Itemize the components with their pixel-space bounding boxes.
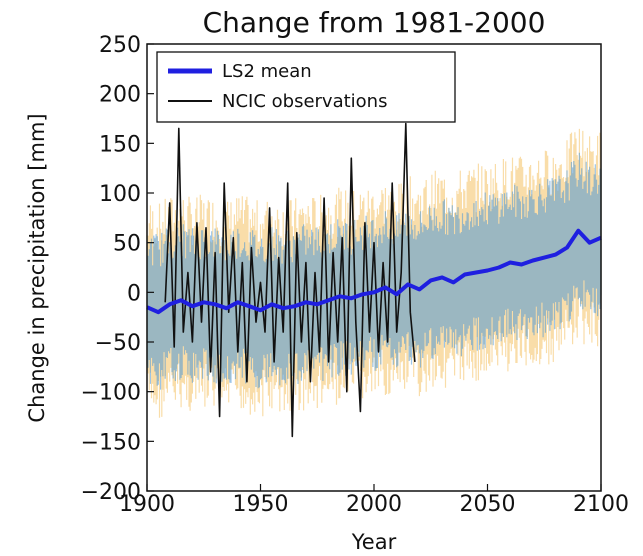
- legend-label-ncic-observations: NCIC observations: [222, 91, 387, 112]
- series-lines: [146, 122, 602, 438]
- legend-box: [156, 51, 456, 123]
- y-tick-label: 150: [99, 132, 141, 157]
- y-tick-label: −150: [81, 430, 141, 455]
- x-tick-label: 2050: [460, 492, 516, 517]
- y-tick-label: 50: [113, 232, 141, 257]
- y-tick-label: −200: [81, 480, 141, 505]
- legend: LS2 mean NCIC observations: [156, 51, 456, 123]
- y-tick-label: −50: [95, 331, 141, 356]
- series-line-ls2-mean: [146, 228, 602, 315]
- x-tick-label: 1900: [119, 492, 175, 517]
- y-tick-label: 250: [99, 33, 141, 58]
- x-tick-label: 2000: [346, 492, 402, 517]
- legend-label-ls2-mean: LS2 mean: [222, 61, 312, 82]
- y-tick-label: 100: [99, 182, 141, 207]
- x-axis-label: Year: [351, 530, 397, 554]
- y-axis-label: Change in precipitation [mm]: [25, 113, 49, 422]
- y-tick-label: 0: [127, 281, 141, 306]
- y-tick-label: −100: [81, 381, 141, 406]
- chart-title: Change from 1981-2000: [203, 6, 546, 39]
- x-axis: 1900 1950 2000 2050 2100: [119, 484, 629, 517]
- x-tick-label: 2100: [573, 492, 629, 517]
- x-tick-label: 1950: [233, 492, 289, 517]
- series-line-ncic-observations: [164, 122, 416, 438]
- y-axis: 250 200 150 100 50 0 −50 −100 −150 −200: [81, 33, 154, 505]
- y-tick-label: 200: [99, 83, 141, 108]
